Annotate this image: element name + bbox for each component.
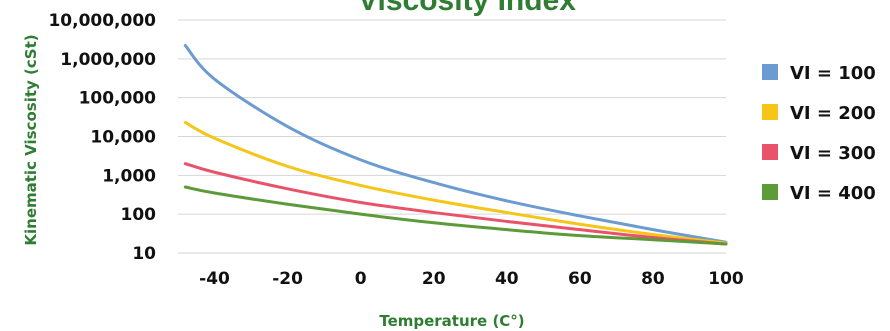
y-tick-label: 10,000,000 (48, 11, 156, 31)
x-tick-labels: -40 -20 0 20 40 60 80 100 (199, 269, 744, 289)
chart-title: Viscosity Index (358, 0, 576, 17)
legend-label: VI = 300 (790, 143, 876, 164)
x-tick-label: -40 (199, 269, 230, 289)
series-line-3 (183, 162, 728, 246)
legend-label: VI = 100 (790, 63, 876, 84)
legend: VI = 100 VI = 200 VI = 300 VI = 400 (762, 63, 876, 204)
x-tick-label: 0 (355, 269, 367, 289)
series-line-2 (183, 120, 728, 245)
legend-swatch (762, 64, 778, 80)
x-axis-label: Temperature (C°) (379, 312, 524, 330)
legend-swatch (762, 184, 778, 200)
y-tick-label: 10 (132, 244, 156, 264)
y-tick-label: 100,000 (79, 89, 157, 109)
x-tick-label: 60 (568, 269, 592, 289)
series-lines (183, 44, 728, 246)
legend-swatch (762, 144, 778, 160)
y-tick-label: 1,000 (102, 166, 156, 186)
grid-lines (178, 19, 726, 254)
y-tick-label: 1,000,000 (60, 50, 156, 70)
y-tick-labels: 10 100 1,000 10,000 100,000 1,000,000 10,000,0… (48, 11, 156, 264)
series-line-1 (183, 44, 728, 244)
legend-label: VI = 200 (790, 103, 876, 124)
x-tick-label: 80 (641, 269, 665, 289)
legend-swatch (762, 104, 778, 120)
x-tick-label: 40 (495, 269, 519, 289)
y-tick-label: 100 (121, 205, 157, 225)
y-axis-label: Kinematic Viscosity (cSt) (22, 34, 40, 245)
x-tick-label: 100 (708, 269, 744, 289)
x-tick-label: -20 (272, 269, 303, 289)
x-tick-label: 20 (422, 269, 446, 289)
series-line-4 (183, 185, 728, 246)
y-tick-label: 10,000 (90, 128, 156, 148)
legend-label: VI = 400 (790, 183, 876, 204)
